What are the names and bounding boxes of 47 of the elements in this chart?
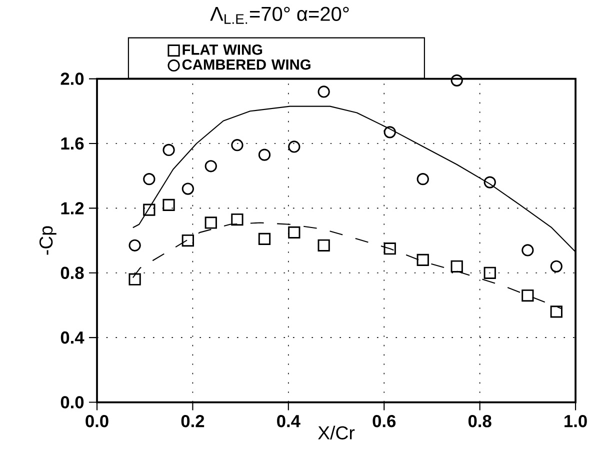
- point: [550, 306, 562, 318]
- x-tick-label: 0.6: [372, 414, 396, 428]
- point: [182, 234, 194, 247]
- x-tick-label: 0.0: [86, 414, 108, 428]
- y-tick-label: 0.4: [60, 331, 84, 344]
- point: [288, 140, 300, 153]
- point: [162, 198, 175, 212]
- point: [384, 242, 396, 255]
- legend-label: FLAT WING: [182, 44, 262, 55]
- point: [258, 232, 271, 245]
- point: [288, 226, 300, 239]
- point: [550, 260, 562, 272]
- point: [128, 273, 141, 286]
- point: [182, 182, 194, 195]
- point: [416, 254, 429, 266]
- y-axis-title: -Cp: [39, 226, 56, 255]
- point: [258, 148, 271, 161]
- point: [384, 126, 396, 138]
- point: [450, 260, 463, 272]
- point: [522, 244, 534, 256]
- point: [318, 86, 330, 98]
- point: [231, 139, 244, 152]
- x-tick-label: 1.0: [564, 414, 587, 428]
- point: [318, 239, 330, 252]
- point: [231, 213, 244, 226]
- y-tick-label: 2.0: [60, 72, 84, 85]
- legend-label: CAMBERED WING: [182, 59, 310, 70]
- point: [204, 160, 217, 172]
- point: [522, 289, 534, 302]
- point: [204, 216, 217, 229]
- y-tick-label: 1.2: [61, 202, 84, 214]
- x-axis-title: X/Cr: [318, 426, 355, 440]
- x-tick-label: 0.4: [277, 414, 300, 428]
- y-tick-label: 1.6: [61, 137, 84, 150]
- point: [484, 176, 496, 188]
- point: [128, 239, 141, 252]
- y-tick-label: 0.0: [60, 396, 84, 408]
- x-tick-label: 0.2: [181, 414, 204, 428]
- x-tick-label: 0.8: [468, 414, 492, 428]
- point: [416, 173, 429, 186]
- point: [143, 204, 156, 216]
- point: [450, 74, 463, 86]
- point: [143, 173, 156, 186]
- point: [162, 144, 175, 156]
- point: [484, 266, 496, 279]
- chart-title: Λ$_{L.E.}$=70° α=20°: [210, 6, 349, 24]
- y-tick-label: 0.8: [60, 266, 84, 280]
